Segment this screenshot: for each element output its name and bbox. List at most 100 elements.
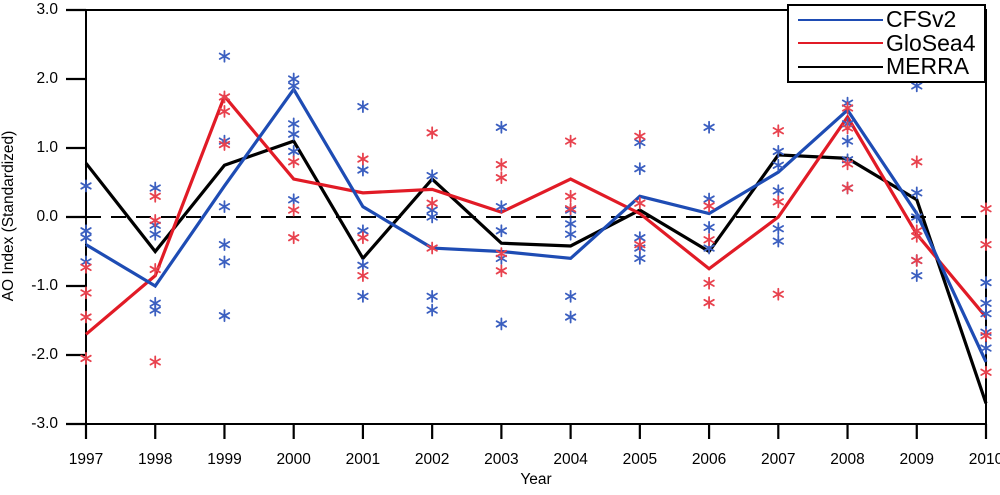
ensemble-marker-GloSea4-members	[80, 352, 92, 365]
ensemble-marker-CFSv2-members	[218, 200, 231, 214]
ensemble-marker-GloSea4-members	[80, 260, 92, 274]
x-tick-label: 2001	[345, 451, 381, 468]
ensemble-marker-GloSea4-members	[80, 310, 92, 324]
ensemble-marker-CFSv2-members	[218, 255, 231, 269]
ensemble-marker-GloSea4-members	[218, 90, 231, 104]
legend-label-glosea4: GloSea4	[886, 29, 976, 56]
ensemble-marker-GloSea4-members	[218, 138, 231, 151]
ensemble-marker-CFSv2-members	[772, 158, 784, 172]
ensemble-marker-CFSv2-members	[80, 231, 92, 245]
ensemble-marker-CFSv2-members	[980, 341, 992, 355]
ensemble-marker-CFSv2-members	[218, 49, 231, 63]
x-tick-label: 2005	[622, 451, 658, 468]
ensemble-marker-CFSv2-members	[357, 258, 369, 272]
ensemble-marker-CFSv2-members	[911, 269, 923, 283]
ensemble-marker-GloSea4-members	[218, 105, 231, 118]
ensemble-marker-GloSea4-members	[841, 157, 854, 171]
ensemble-marker-CFSv2-members	[426, 210, 438, 224]
ensemble-marker-CFSv2-members	[288, 127, 300, 141]
ensemble-marker-GloSea4-members	[426, 241, 438, 255]
series-line-GloSea4	[84, 93, 988, 336]
ensemble-marker-CFSv2-members	[772, 145, 784, 158]
ensemble-marker-CFSv2-members	[357, 289, 369, 303]
ensemble-marker-CFSv2-members	[288, 79, 300, 93]
ensemble-marker-CFSv2-members	[80, 179, 92, 193]
ensemble-marker-CFSv2-members	[426, 289, 438, 303]
ensemble-marker-CFSv2-members	[634, 162, 646, 176]
x-tick-label: 2006	[691, 451, 727, 468]
ensemble-marker-GloSea4-members	[772, 287, 784, 301]
legend-line-swatch-merra	[798, 65, 883, 68]
ensemble-marker-GloSea4-members	[980, 365, 992, 379]
ensemble-marker-GloSea4-members	[564, 189, 577, 203]
ensemble-marker-GloSea4-members	[288, 203, 300, 217]
x-axis-title: Year	[520, 471, 552, 488]
x-tick-label: 2008	[830, 451, 865, 468]
ensemble-marker-GloSea4-members	[149, 355, 161, 369]
ensemble-marker-CFSv2-members	[772, 234, 784, 248]
ensemble-marker-GloSea4-members	[80, 286, 92, 300]
y-tick-label: -1.0	[31, 277, 58, 294]
legend-item-merra: MERRA	[798, 55, 984, 79]
legend-line-swatch-glosea4	[798, 42, 883, 45]
ensemble-marker-GloSea4-members	[911, 254, 923, 267]
ensemble-marker-GloSea4-members	[980, 202, 992, 216]
ensemble-marker-CFSv2-members	[357, 100, 369, 113]
ensemble-marker-CFSv2-members	[911, 186, 923, 200]
ensemble-marker-GloSea4-members	[149, 214, 161, 227]
ensemble-marker-CFSv2-members	[357, 163, 369, 177]
ensemble-marker-CFSv2-members	[703, 220, 715, 234]
ensemble-marker-CFSv2-members	[911, 210, 923, 224]
ensemble-marker-GloSea4-members	[772, 195, 784, 209]
ensemble-marker-GloSea4-members	[288, 231, 300, 245]
ensemble-marker-CFSv2-members	[495, 224, 508, 238]
ensemble-marker-GloSea4-members	[564, 202, 577, 216]
x-tick-label: 2007	[761, 451, 796, 468]
ensemble-marker-GloSea4-members	[772, 124, 784, 138]
ensemble-marker-GloSea4-members	[495, 247, 508, 260]
x-tick-label: 1999	[207, 451, 242, 468]
legend: CFSv2 GloSea4 MERRA	[787, 4, 986, 83]
series-line-CFSv2	[85, 86, 988, 363]
ensemble-marker-CFSv2-members	[495, 120, 508, 134]
y-tick-label: 2.0	[36, 70, 58, 87]
ensemble-marker-GloSea4-members	[357, 152, 369, 166]
x-tick-label: 1998	[137, 451, 173, 468]
ensemble-marker-CFSv2-members	[564, 310, 577, 324]
ensemble-marker-CFSv2-members	[218, 238, 231, 251]
ensemble-marker-CFSv2-members	[218, 309, 231, 323]
y-tick-label: 3.0	[36, 1, 58, 18]
ensemble-marker-GloSea4-members	[495, 264, 508, 278]
ensemble-marker-CFSv2-members	[564, 227, 577, 241]
ensemble-marker-CFSv2-members	[564, 289, 577, 303]
y-tick-label: 0.0	[36, 208, 58, 225]
ensemble-marker-CFSv2-members	[426, 303, 438, 317]
y-tick-label: -3.0	[31, 415, 58, 432]
ensemble-marker-CFSv2-members	[149, 227, 161, 241]
ensemble-marker-GloSea4-members	[426, 126, 438, 140]
x-tick-label: 2004	[553, 451, 588, 468]
x-tick-label: 2010	[968, 451, 1000, 468]
y-tick-label: 1.0	[36, 139, 58, 156]
ensemble-marker-GloSea4-members	[703, 296, 715, 309]
ensemble-marker-GloSea4-members	[634, 238, 646, 251]
legend-item-cfsv2: CFSv2	[798, 8, 984, 32]
x-tick-label: 2009	[899, 451, 934, 468]
ensemble-marker-GloSea4-members	[564, 134, 577, 148]
legend-label-cfsv2: CFSv2	[886, 6, 957, 33]
x-tick-label: 2003	[484, 451, 519, 468]
ensemble-marker-CFSv2-members	[149, 303, 161, 317]
series-line-MERRA	[84, 139, 988, 404]
ensemble-marker-GloSea4-members	[703, 233, 715, 247]
ensemble-marker-CFSv2-members	[288, 193, 300, 207]
ensemble-marker-GloSea4-members	[911, 155, 923, 169]
ensemble-marker-GloSea4-members	[149, 189, 161, 203]
y-tick-label: -2.0	[31, 346, 58, 363]
x-tick-label: 1997	[68, 451, 104, 468]
ensemble-marker-GloSea4-members	[357, 231, 369, 245]
ensemble-marker-CFSv2-members	[703, 120, 715, 134]
ensemble-marker-CFSv2-members	[772, 222, 784, 236]
ensemble-marker-GloSea4-members	[357, 269, 369, 283]
